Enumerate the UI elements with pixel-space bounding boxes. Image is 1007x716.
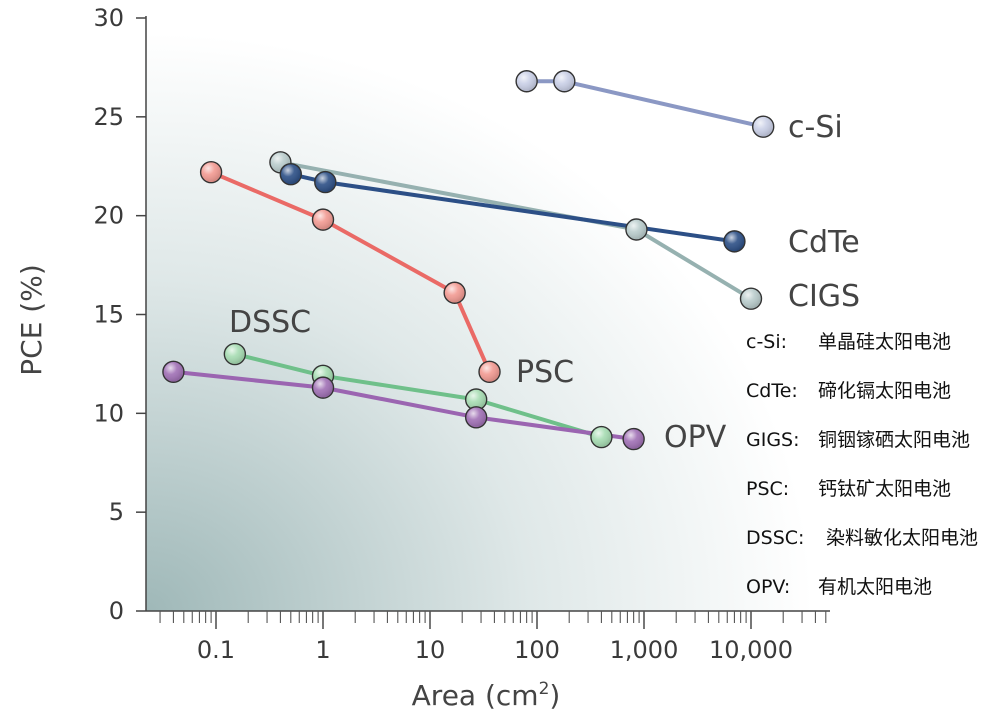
legend-desc: 单晶硅太阳电池 (818, 331, 951, 353)
series-labels: c-Si CIGS CdTe PSC DSSC OPV (229, 110, 860, 455)
legend: c-Si: 单晶硅太阳电池 CdTe: 碲化镉太阳电池 GIGS: 铜铟镓硒太阳电池 PSC… (746, 331, 978, 598)
data-point-shine (724, 231, 744, 251)
legend-desc: 钙钛矿太阳电池 (818, 478, 951, 500)
y-tick-label: 10 (93, 399, 124, 427)
y-tick-label: 20 (93, 202, 124, 230)
data-point-shine (225, 344, 245, 364)
series-label-psc: PSC (516, 355, 574, 390)
series-label-c-si: c-Si (788, 110, 843, 145)
y-tick-label: 5 (109, 498, 124, 526)
data-point-shine (517, 71, 537, 91)
x-tick-label: 1 (315, 636, 330, 664)
legend-desc: 铜铟镓硒太阳电池 (818, 429, 970, 451)
data-point-shine (313, 210, 333, 230)
data-point-shine (445, 283, 465, 303)
series-label-cigs: CIGS (788, 279, 860, 314)
data-point-shine (281, 164, 301, 184)
x-axis: 0.1 1 10 100 1,000 10,000 (146, 610, 830, 664)
legend-key: CdTe: (746, 380, 798, 402)
data-point-shine (315, 172, 335, 192)
data-point-shine (163, 362, 183, 382)
x-tick-label: 1,000 (610, 636, 679, 664)
legend-key: GIGS: (746, 429, 800, 451)
y-axis: 0 5 10 15 20 25 30 (93, 4, 147, 625)
data-point-shine (313, 378, 333, 398)
y-tick-label: 0 (109, 597, 124, 625)
data-point-shine (554, 71, 574, 91)
y-axis-title: PCE (%) (15, 264, 48, 375)
y-tick-label: 15 (93, 301, 124, 329)
series-label-opv: OPV (664, 420, 727, 455)
data-point-shine (466, 389, 486, 409)
series-layer (162, 70, 775, 451)
x-axis-title: Area (cm2) (412, 679, 561, 712)
legend-desc: 有机太阳电池 (818, 576, 932, 598)
x-tick-label: 0.1 (197, 636, 235, 664)
data-point-shine (201, 162, 221, 182)
data-point-shine (480, 362, 500, 382)
x-tick-label: 10,000 (709, 636, 793, 664)
series-line-opv (173, 369, 634, 441)
x-tick-label: 100 (514, 636, 560, 664)
y-tick-label: 30 (93, 4, 124, 32)
legend-key: PSC: (746, 478, 789, 500)
legend-key: DSSC: (746, 527, 804, 549)
data-point-shine (624, 429, 644, 449)
y-tick-label: 25 (93, 103, 124, 131)
x-tick-label: 10 (415, 636, 446, 664)
data-point-shine (466, 407, 486, 427)
data-point-shine (626, 220, 646, 240)
x-axis-title-sup: 2 (539, 679, 550, 699)
series-line-dssc (234, 352, 602, 440)
x-axis-title-end: ) (549, 679, 560, 712)
data-point-shine (753, 117, 773, 137)
series-line-psc (210, 170, 492, 373)
legend-key: OPV: (746, 576, 790, 598)
legend-desc: 染料敏化太阳电池 (826, 527, 978, 549)
x-axis-title-main: Area (cm (412, 679, 539, 712)
data-point-shine (591, 427, 611, 447)
series-label-dssc: DSSC (229, 305, 311, 340)
legend-key: c-Si: (746, 331, 787, 353)
legend-desc: 碲化镉太阳电池 (818, 380, 951, 402)
series-label-cdte: CdTe (788, 225, 860, 260)
data-point-shine (741, 289, 761, 309)
